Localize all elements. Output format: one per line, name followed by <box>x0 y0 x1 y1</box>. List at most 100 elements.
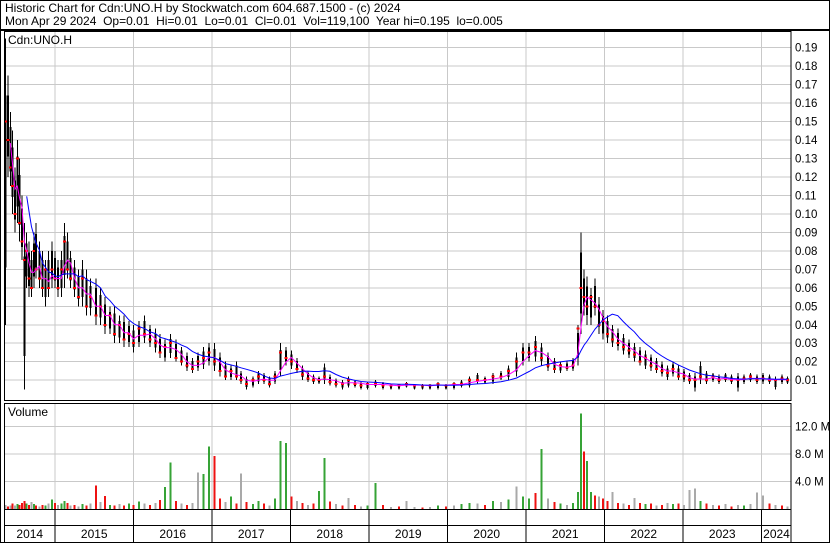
price-bar-body <box>638 350 641 362</box>
close-tick <box>682 375 686 378</box>
close-tick <box>552 368 556 371</box>
volume-bar <box>202 473 205 509</box>
close-tick <box>649 364 653 367</box>
volume-bar <box>279 440 282 509</box>
volume-tick-label: 8.0 M <box>795 449 824 461</box>
volume-bar <box>85 505 88 509</box>
volume-bar <box>21 502 24 509</box>
price-bar-body <box>137 326 140 342</box>
price-bar-body <box>507 368 510 378</box>
price-tick-label: 0.06 <box>795 283 817 295</box>
price-bar-body <box>28 252 31 286</box>
close-tick <box>322 375 326 378</box>
close-tick <box>40 286 44 289</box>
volume-bar <box>677 503 680 509</box>
close-tick <box>785 379 789 382</box>
volume-bar <box>38 506 41 509</box>
price-bar-body <box>159 338 162 354</box>
close-tick <box>389 384 393 387</box>
close-tick <box>499 375 503 378</box>
volume-bar <box>89 503 92 509</box>
volume-bar <box>590 491 593 509</box>
price-bar-body <box>583 278 586 307</box>
volume-bar <box>468 502 471 509</box>
volume-bar <box>73 504 76 509</box>
close-tick <box>347 379 351 382</box>
close-tick <box>444 384 448 387</box>
volume-bar <box>572 502 575 509</box>
close-tick <box>749 375 753 378</box>
price-tick-label: 0.08 <box>795 246 817 258</box>
volume-bar <box>245 502 248 509</box>
year-label: 2024 <box>763 527 790 541</box>
close-tick <box>11 185 15 188</box>
close-tick <box>153 342 157 345</box>
price-bar-body <box>6 95 9 157</box>
close-tick <box>137 327 141 330</box>
price-bar-body <box>207 347 210 361</box>
price-bar-body <box>268 378 271 386</box>
volume-bar <box>655 505 658 509</box>
price-bar-body <box>295 360 298 370</box>
volume-bar <box>633 498 636 509</box>
close-tick <box>103 323 107 326</box>
price-bar-body <box>559 363 562 371</box>
price-bar-body <box>44 269 47 298</box>
volume-bar <box>353 504 356 509</box>
close-tick <box>168 342 172 345</box>
price-bar-body <box>94 287 97 316</box>
close-tick <box>22 259 26 262</box>
volume-bar <box>284 443 287 509</box>
volume-bar <box>137 501 140 509</box>
price-bar-body <box>47 260 50 288</box>
close-tick <box>711 375 715 378</box>
volume-bar <box>421 507 424 509</box>
close-tick <box>300 373 304 376</box>
close-tick <box>122 338 126 341</box>
close-tick <box>37 277 41 280</box>
volume-bar <box>9 505 12 509</box>
volume-bar <box>437 505 440 509</box>
axis-labels: 0.19 0.18 0.17 0.16 0.15 0.14 0.13 0.12 0.11 0.10… <box>16 43 829 541</box>
close-tick <box>73 286 77 289</box>
close-tick <box>289 360 293 363</box>
volume-bar <box>579 413 582 509</box>
close-tick <box>190 368 194 371</box>
volume-bar <box>601 498 604 509</box>
volume-bar <box>671 504 674 509</box>
volume-bar <box>25 503 28 509</box>
volume-bar <box>360 506 363 509</box>
close-tick <box>334 382 338 385</box>
price-bar-body <box>774 379 777 387</box>
volume-bar <box>218 498 221 509</box>
close-tick <box>780 377 784 380</box>
close-tick <box>705 379 709 382</box>
price-tick-label: 0.01 <box>795 375 817 387</box>
price-bar-body <box>546 356 549 368</box>
close-tick <box>201 357 205 360</box>
close-tick <box>18 222 22 225</box>
price-tick-label: 0.19 <box>795 43 817 55</box>
volume-bar <box>44 505 47 509</box>
close-tick <box>127 333 131 335</box>
volume-bar <box>154 502 157 509</box>
close-tick <box>582 296 586 299</box>
close-tick <box>66 268 70 271</box>
price-bar-body <box>594 285 597 309</box>
volume-bar <box>148 504 151 509</box>
price-bar-body <box>224 365 227 377</box>
price-bar-body <box>579 252 582 314</box>
price-tick-label: 0.04 <box>795 320 818 332</box>
price-tick-label: 0.09 <box>795 227 817 239</box>
price-bar-body <box>25 243 28 277</box>
volume-bar <box>429 506 432 509</box>
price-bar-body <box>693 376 696 388</box>
close-tick <box>328 381 332 384</box>
close-tick <box>698 375 702 378</box>
price-bar-body <box>81 269 84 298</box>
close-tick <box>311 379 315 382</box>
chart-title: Historic Chart for Cdn:UNO.H by Stockwat… <box>5 1 401 15</box>
close-tick <box>174 357 178 360</box>
close-tick <box>774 379 778 382</box>
